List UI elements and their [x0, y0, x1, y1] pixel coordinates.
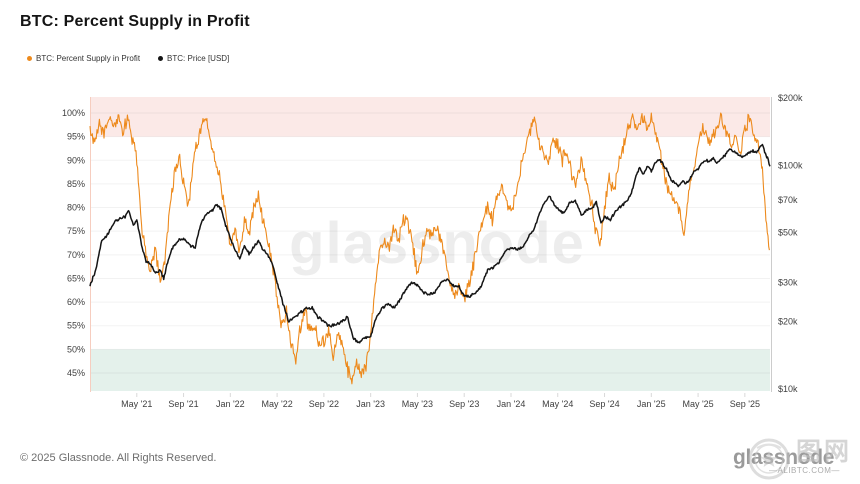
x-tick-label: May '21 [121, 399, 152, 409]
x-tick-label: Sep '22 [309, 399, 339, 409]
legend-item-price[interactable]: BTC: Price [USD] [158, 54, 229, 63]
legend-dot-supply-in-profit-icon [27, 56, 32, 61]
band-below-50-pct [90, 349, 770, 391]
x-tick-label: Jan '25 [637, 399, 666, 409]
y-left-tick-label: 65% [67, 273, 85, 283]
y-right-tick-label: $10k [778, 384, 798, 394]
y-left-tick-label: 95% [67, 132, 85, 142]
legend-item-supply-in-profit[interactable]: BTC: Percent Supply in Profit [27, 54, 140, 63]
x-tick-label: Jan '22 [216, 399, 245, 409]
legend-label-supply-in-profit: BTC: Percent Supply in Profit [36, 54, 141, 63]
chart-legend: BTC: Percent Supply in Profit BTC: Price… [27, 54, 229, 63]
y-left-tick-label: 80% [67, 203, 85, 213]
x-tick-label: Jan '23 [356, 399, 385, 409]
y-right-tick-label: $20k [778, 317, 798, 327]
y-left-tick-label: 50% [67, 344, 85, 354]
x-tick-label: Jan '24 [497, 399, 526, 409]
x-tick-label: May '23 [402, 399, 433, 409]
watermark-cjk-text: 图网 [796, 438, 853, 466]
legend-label-price: BTC: Price [USD] [167, 54, 230, 63]
x-tick-label: Sep '23 [449, 399, 479, 409]
y-right-tick-label: $70k [778, 195, 798, 205]
band-above-95-pct [90, 97, 770, 137]
legend-dot-price-icon [158, 56, 164, 61]
y-right-tick-label: $100k [778, 160, 803, 170]
y-left-tick-label: 90% [67, 155, 85, 165]
x-tick-label: May '22 [261, 399, 292, 409]
chart-watermark: glassnode [289, 211, 585, 276]
y-right-tick-label: $30k [778, 277, 798, 287]
y-left-tick-label: 70% [67, 250, 85, 260]
y-left-tick-label: 100% [62, 108, 85, 118]
y-left-tick-label: 45% [67, 368, 85, 378]
glassnode-logo: glassnode [733, 446, 835, 469]
page-title: BTC: Percent Supply in Profit [20, 13, 250, 30]
watermark-seal-icon [748, 438, 790, 480]
series-price [89, 143, 771, 344]
watermark-site-text: —ALIBTC.COM— [769, 466, 840, 475]
x-tick-label: May '24 [542, 399, 573, 409]
y-left-tick-label: 55% [67, 321, 85, 331]
x-tick-label: Sep '25 [730, 399, 760, 409]
y-right-tick-label: $200k [778, 93, 803, 103]
copyright-text: © 2025 Glassnode. All Rights Reserved. [20, 452, 217, 464]
y-left-tick-label: 60% [67, 297, 85, 307]
y-right-tick-label: $50k [778, 228, 798, 238]
series-supply-in-profit [89, 112, 770, 385]
y-left-tick-label: 75% [67, 226, 85, 236]
x-tick-label: Sep '21 [168, 399, 198, 409]
y-left-tick-label: 85% [67, 179, 85, 189]
x-tick-label: Sep '24 [589, 399, 619, 409]
x-tick-label: May '25 [682, 399, 713, 409]
